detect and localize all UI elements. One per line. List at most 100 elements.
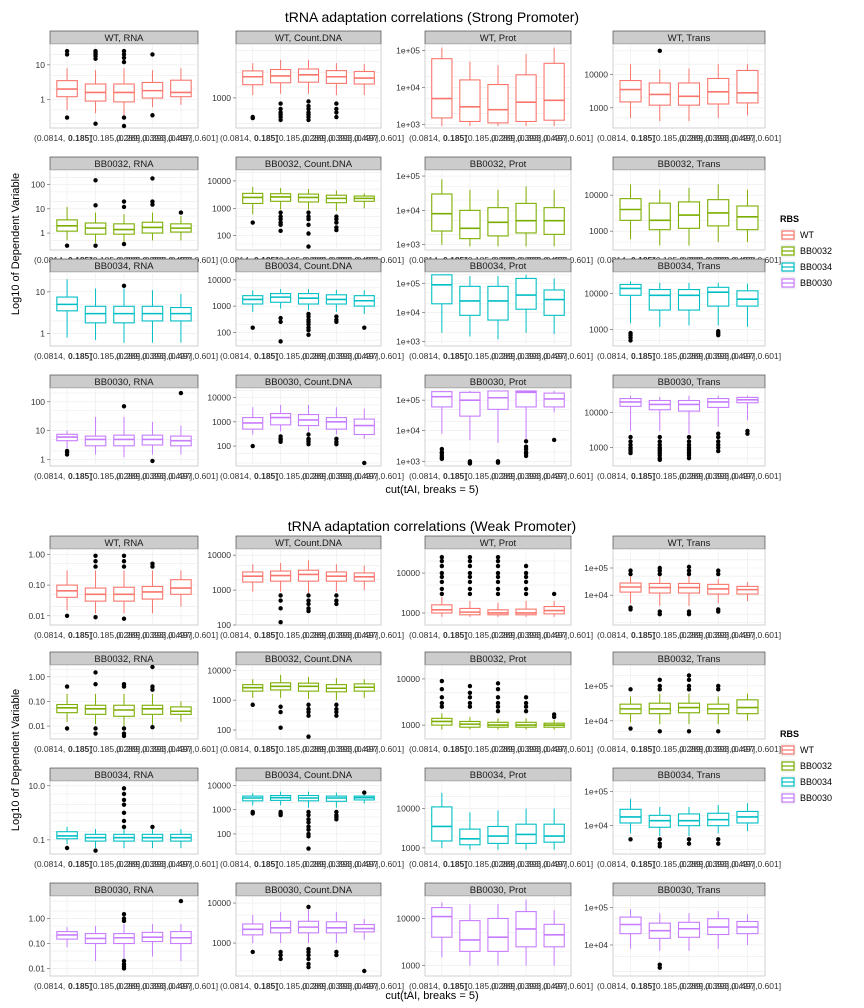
x-tick-label: 0.185] [631,744,655,754]
box [543,390,565,443]
x-tick-label: (0.289,0.393] [679,133,729,143]
outlier-point [121,59,127,65]
iqr-box [431,391,453,408]
outlier-point [362,325,367,330]
x-tick-label: 0.185] [631,351,655,361]
box [113,681,135,739]
y-tick-label: 10000 [207,176,231,186]
y-tick-label: 1e+04 [584,716,608,726]
y-tick-label: 10000 [584,289,608,299]
y-tick-label: 1000 [401,843,420,853]
x-tick-label: (0.185,0.289] [276,351,326,361]
box [56,48,78,120]
box [707,568,730,614]
box [648,48,671,122]
outlier-point [657,457,662,463]
y-tick-label: 1000 [589,443,608,453]
box [84,926,107,961]
box [270,562,292,625]
y-tick-label: 1 [40,94,45,104]
box [325,911,347,958]
x-tick-label: 0.185] [68,981,92,991]
x-tick-label: (0.393,0.497] [705,744,755,754]
box [113,553,135,621]
x-tick-label: 0.185] [254,744,278,754]
facet-strip-label: BB0034, Prot [470,261,527,272]
outlier-point [467,563,473,569]
y-tick-label: 10000 [584,408,608,418]
box [487,390,509,465]
y-tick-label: 10000 [396,804,420,814]
box [353,408,375,466]
box [170,829,192,848]
y-tick-label: 0.10 [28,939,45,949]
box [242,290,264,330]
iqr-box [707,286,730,307]
x-tick-label: (0.497,0.601] [731,351,781,361]
outlier-point [121,553,127,559]
outlier-point [716,683,721,689]
outlier-point [64,684,70,689]
box [707,395,730,454]
outlier-point [495,704,501,709]
outlier-point [93,731,98,736]
y-tick-label: 10000 [396,674,420,684]
outlier-point [362,790,367,795]
x-tick-label: 0.185] [254,471,278,481]
outlier-point [334,220,339,225]
box [170,570,192,607]
panel: WT, RNA 0.01 0.10 1.00 (0.0814, 0.185](0.185,… [28,535,218,640]
y-tick-label: 1000 [212,301,231,311]
box [619,909,642,949]
outlier-point [657,568,662,573]
x-tick-label: (0.289,0.393] [491,981,541,991]
box [677,282,701,326]
iqr-box [515,74,537,123]
box [84,553,107,620]
box [707,282,730,338]
outlier-point [121,818,127,824]
outlier-point [628,338,633,343]
outlier-point [306,106,311,112]
outlier-point [334,314,339,319]
x-tick-label: 0.185] [443,981,467,991]
box [242,564,264,592]
x-tick-label: (0.289,0.393] [679,859,729,869]
outlier-point [334,702,339,707]
outlier-point [306,709,311,715]
x-tick-label: (0.393,0.497] [328,859,378,869]
outlier-point [93,178,98,183]
iqr-box [431,274,453,305]
outlier-point [439,704,445,709]
outlier-point [278,709,283,715]
outlier-point [306,713,311,718]
box [170,898,192,961]
x-tick-label: (0.393,0.497] [142,133,192,143]
facet-strip-label: WT, Prot [480,33,517,44]
outlier-point [150,684,155,689]
x-tick-label: 0.185] [254,351,278,361]
outlier-point [628,568,633,573]
box [431,902,453,958]
x-tick-label: (0.497,0.601] [168,471,218,481]
iqr-box [141,704,164,715]
outlier-point [178,210,184,215]
iqr-box [543,62,565,121]
x-tick-label: (0.185,0.289] [465,351,515,361]
box [297,404,320,447]
outlier-point [495,591,501,597]
x-tick-label: (0.185,0.289] [653,630,703,640]
box [736,914,759,945]
box [736,283,759,327]
box [677,395,701,461]
box [297,189,320,249]
iqr-box [677,289,701,311]
x-tick-label: (0.289,0.393] [116,471,166,481]
x-tick-label: (0.393,0.497] [328,744,378,754]
x-tick-label: 0.185] [443,744,467,754]
box [353,565,375,591]
y-tick-label: 1e+04 [396,205,420,215]
